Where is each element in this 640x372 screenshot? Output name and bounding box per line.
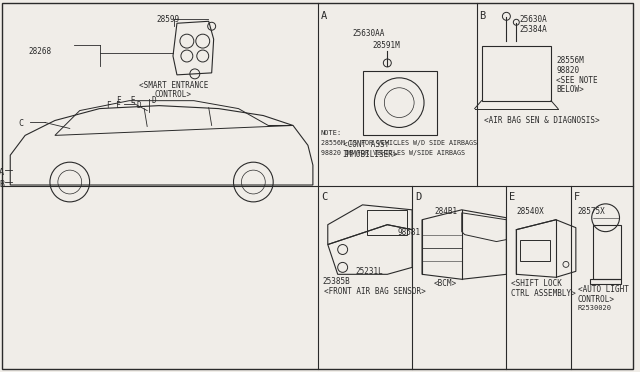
Text: A: A bbox=[0, 168, 4, 177]
Text: F  E: F E bbox=[117, 96, 136, 105]
Text: 25630A: 25630A bbox=[519, 15, 547, 24]
Text: <CONT ASSY -: <CONT ASSY - bbox=[342, 140, 398, 149]
Text: D: D bbox=[415, 192, 421, 202]
Text: 98820: 98820 bbox=[556, 66, 579, 75]
Text: 28599: 28599 bbox=[156, 15, 179, 24]
Text: C: C bbox=[321, 192, 327, 202]
Text: <AUTO LIGHT: <AUTO LIGHT bbox=[578, 285, 628, 294]
Text: 98581: 98581 bbox=[397, 228, 420, 237]
Bar bbox=[520, 240, 550, 262]
Text: D: D bbox=[151, 96, 156, 105]
Text: CONTROL>: CONTROL> bbox=[578, 295, 615, 304]
Text: F: F bbox=[574, 192, 580, 202]
Bar bbox=[589, 279, 621, 284]
Text: 25231L: 25231L bbox=[356, 267, 383, 276]
Text: CTRL ASSEMBLY>: CTRL ASSEMBLY> bbox=[511, 289, 576, 298]
Bar bbox=[362, 71, 437, 135]
Text: <AIR BAG SEN & DIAGNOSIS>: <AIR BAG SEN & DIAGNOSIS> bbox=[484, 116, 599, 125]
Bar bbox=[481, 46, 551, 101]
Text: 28268: 28268 bbox=[28, 47, 51, 56]
Text: 28575X: 28575X bbox=[578, 207, 605, 216]
Text: A: A bbox=[321, 12, 327, 21]
Text: R2530020: R2530020 bbox=[578, 305, 612, 311]
Text: <SHIFT LOCK: <SHIFT LOCK bbox=[511, 279, 562, 288]
Text: D: D bbox=[136, 101, 141, 110]
Text: 28540X: 28540X bbox=[516, 207, 544, 216]
Text: 28556M: 28556M bbox=[556, 56, 584, 65]
Text: F E: F E bbox=[108, 101, 122, 110]
Text: NOTE:: NOTE: bbox=[321, 131, 342, 137]
Text: C: C bbox=[18, 119, 23, 128]
Text: BELOW>: BELOW> bbox=[556, 85, 584, 94]
Text: B: B bbox=[0, 180, 4, 189]
Text: <SEE NOTE: <SEE NOTE bbox=[556, 76, 598, 85]
Text: 28591M: 28591M bbox=[372, 41, 400, 50]
Text: 98820 IS FOR VEHICLES W/SIDE AIRBAGS: 98820 IS FOR VEHICLES W/SIDE AIRBAGS bbox=[321, 150, 465, 156]
Text: E: E bbox=[509, 192, 516, 202]
Text: <BCM>: <BCM> bbox=[434, 279, 457, 288]
Text: B: B bbox=[479, 12, 486, 21]
Text: 25384A: 25384A bbox=[519, 25, 547, 34]
Text: IMMOBILISER>: IMMOBILISER> bbox=[342, 150, 398, 159]
Text: <SMART ENTRANCE: <SMART ENTRANCE bbox=[140, 81, 209, 90]
Text: 25385B: 25385B bbox=[323, 277, 351, 286]
Text: 284B1: 284B1 bbox=[434, 207, 457, 216]
Text: <FRONT AIR BAG SENSOR>: <FRONT AIR BAG SENSOR> bbox=[324, 287, 426, 296]
Text: 28556M IS FOR VEHICLES W/D SIDE AIRBAGS: 28556M IS FOR VEHICLES W/D SIDE AIRBAGS bbox=[321, 140, 477, 146]
Bar bbox=[367, 210, 407, 235]
Text: CONTROL>: CONTROL> bbox=[154, 90, 191, 99]
Bar bbox=[593, 225, 621, 279]
Text: 25630AA: 25630AA bbox=[353, 29, 385, 38]
